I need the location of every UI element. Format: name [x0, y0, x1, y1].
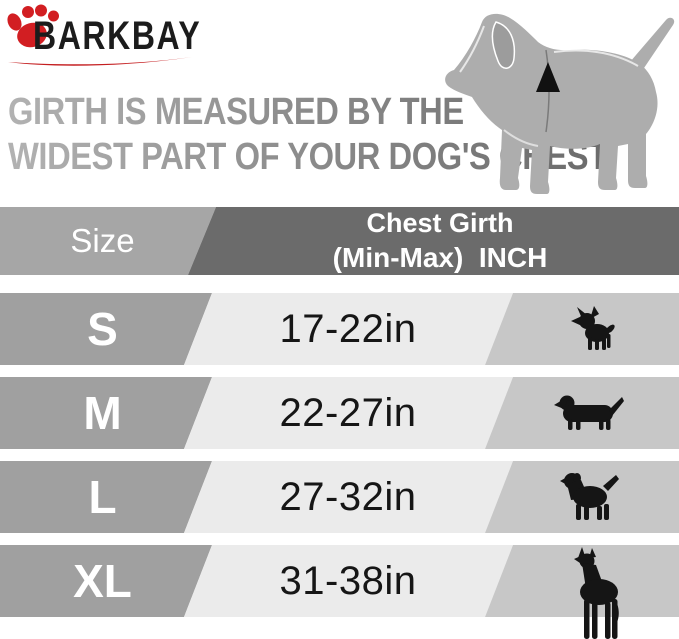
size-value: M [83, 387, 122, 439]
range-value: 17-22in [279, 306, 417, 351]
size-cell: XL [0, 545, 205, 617]
dog-illustration [445, 13, 675, 195]
dog-tail [630, 17, 675, 68]
brand-name: BARKBAY [33, 14, 202, 58]
table-header-row: Size Chest Girth (Min-Max) INCH [0, 207, 679, 275]
dachshund-icon [553, 395, 624, 430]
size-value: L [88, 471, 117, 523]
range-cell: 17-22in [198, 293, 498, 365]
size-value: S [87, 303, 118, 355]
table-row: S 17-22in [0, 293, 679, 365]
girth-column-label-line1: Chest Girth [366, 208, 514, 238]
table-row: M 22-27in [0, 377, 679, 449]
header-size-cell: Size [0, 207, 205, 275]
girth-column-label-line2: (Min-Max) INCH [332, 242, 548, 273]
size-column-label: Size [70, 222, 135, 259]
header-girth-cell: Chest Girth (Min-Max) INCH [210, 207, 670, 275]
header-girth-cell-bg [188, 207, 679, 275]
range-cell: 31-38in [198, 545, 498, 617]
girth-marker-triangle [536, 62, 560, 92]
icon-cell [500, 461, 679, 533]
icon-cell [500, 293, 679, 365]
range-value: 27-32in [279, 474, 417, 519]
dog-ear [491, 21, 516, 69]
paw-icon [7, 4, 59, 48]
range-value: 22-27in [279, 390, 417, 435]
icon-cell [500, 545, 679, 639]
size-cell: L [0, 461, 205, 533]
chihuahua-icon [570, 306, 615, 350]
header-size-cell-bg [0, 207, 216, 275]
size-chart-infographic: { "brand": { "name": "BARKBAY" }, "tagli… [0, 4, 679, 639]
great-dane-icon [573, 547, 619, 639]
range-value: 31-38in [279, 558, 417, 603]
range-cell: 27-32in [198, 461, 498, 533]
table-row: XL 31-38in [0, 545, 679, 639]
size-cell: M [0, 377, 205, 449]
icon-cell [500, 377, 679, 449]
size-value: XL [73, 555, 132, 607]
table-row: L 27-32in [0, 461, 679, 533]
range-cell: 22-27in [198, 377, 498, 449]
large-dog-icon [559, 473, 619, 520]
size-cell: S [0, 293, 205, 365]
swoosh-underline [8, 57, 192, 66]
